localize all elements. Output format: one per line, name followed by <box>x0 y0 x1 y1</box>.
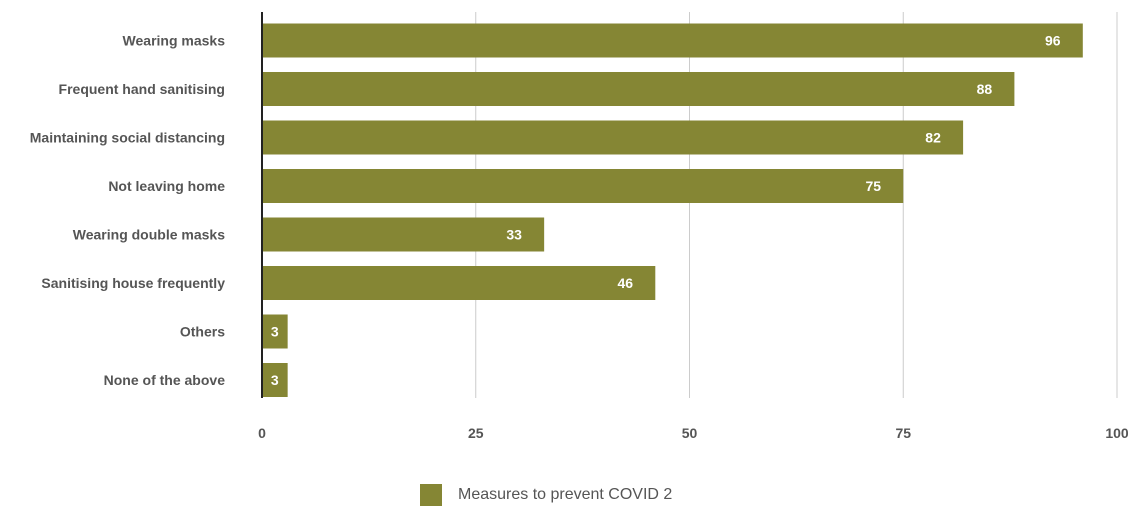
data-label-1: 88 <box>977 81 993 97</box>
category-label-1: Frequent hand sanitising <box>59 81 225 97</box>
category-label-6: Others <box>180 324 225 340</box>
bar-2 <box>262 120 964 155</box>
x-tick-label-75: 75 <box>895 425 911 441</box>
legend: Measures to prevent COVID 2 <box>420 484 672 506</box>
category-label-3: Not leaving home <box>108 178 225 194</box>
x-tick-label-100: 100 <box>1105 425 1128 441</box>
legend-label: Measures to prevent COVID 2 <box>458 486 673 503</box>
data-label-7: 3 <box>271 372 279 388</box>
bar-3 <box>262 169 904 203</box>
gridlines <box>475 12 1118 398</box>
data-label-2: 82 <box>925 130 941 146</box>
bar-4 <box>262 217 545 252</box>
data-label-5: 46 <box>618 275 634 291</box>
bar-6 <box>262 314 288 349</box>
bar-5 <box>262 266 656 300</box>
legend-swatch <box>420 484 442 506</box>
category-label-2: Maintaining social distancing <box>30 130 225 146</box>
x-axis-tick-labels: 0 25 50 75 100 <box>258 425 1128 441</box>
x-tick-label-0: 0 <box>258 425 266 441</box>
data-label-3: 75 <box>865 178 881 194</box>
x-tick-label-50: 50 <box>682 425 698 441</box>
x-tick-label-25: 25 <box>468 425 484 441</box>
category-label-5: Sanitising house frequently <box>41 275 225 291</box>
data-label-6: 3 <box>271 324 279 340</box>
data-label-4: 33 <box>506 227 522 243</box>
category-labels: Wearing masks Frequent hand sanitising Mai… <box>30 33 225 389</box>
data-label-0: 96 <box>1045 33 1061 49</box>
bar-7 <box>262 363 288 397</box>
category-label-4: Wearing double masks <box>73 227 225 243</box>
bar-1 <box>262 72 1015 106</box>
bar-0 <box>262 23 1083 58</box>
category-label-0: Wearing masks <box>123 33 226 49</box>
category-label-7: None of the above <box>104 372 226 388</box>
